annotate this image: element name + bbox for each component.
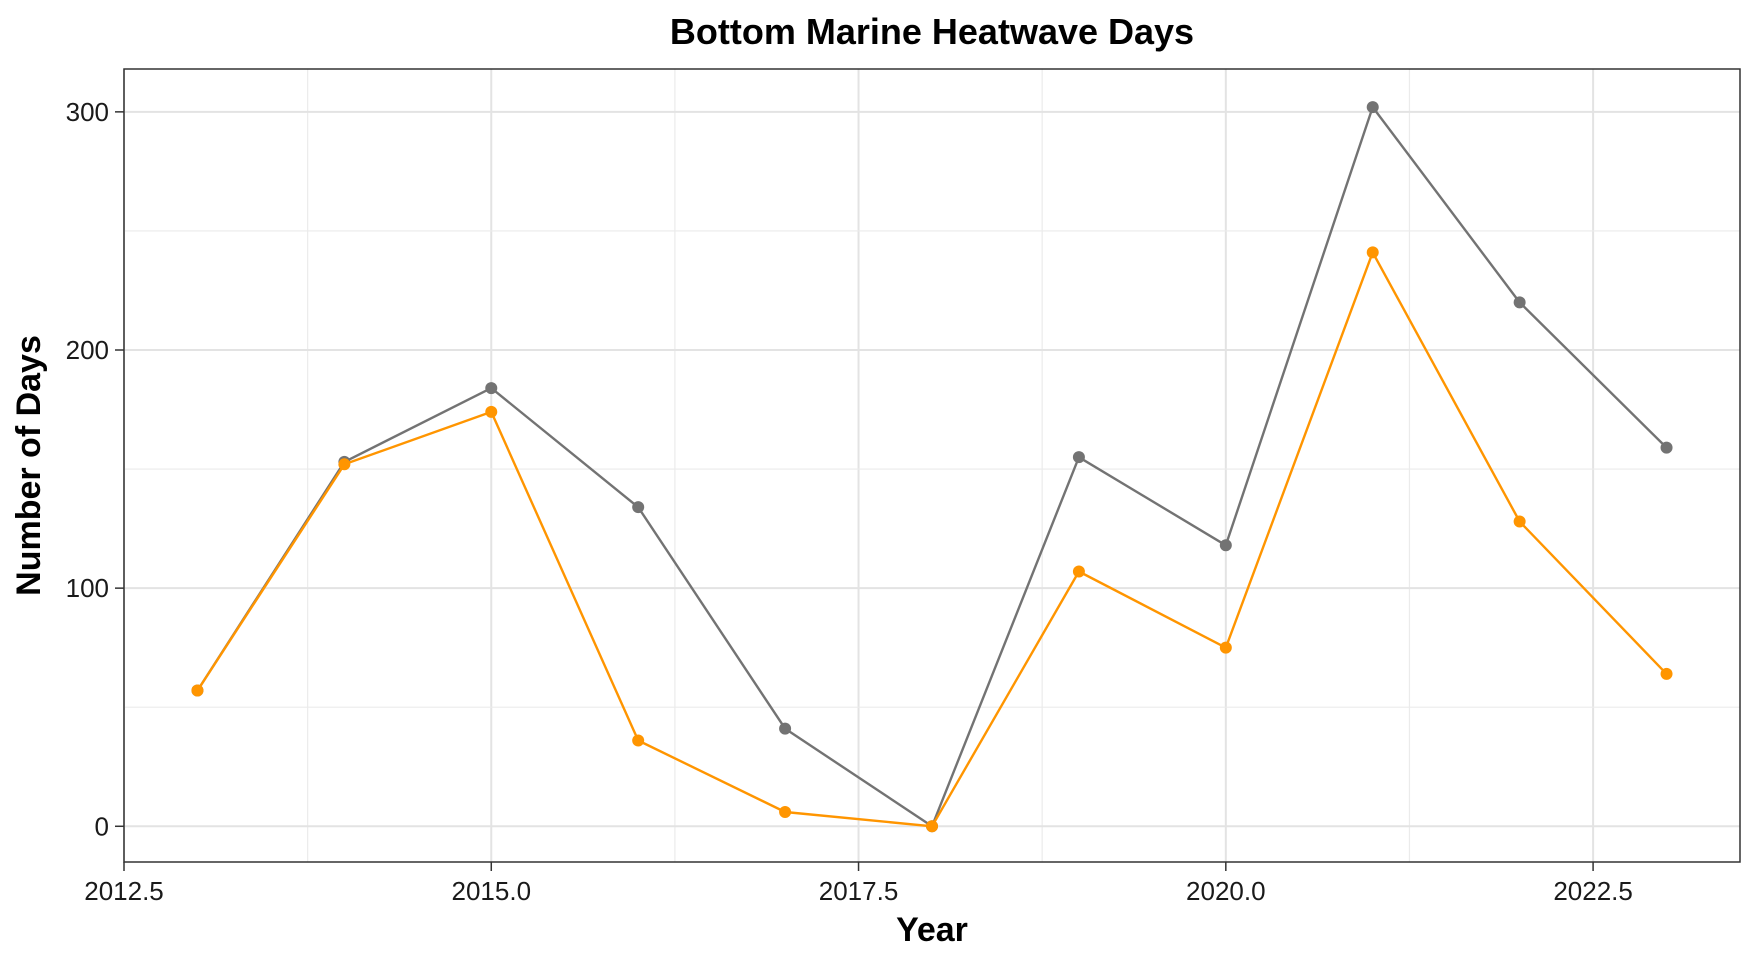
y-axis-title: Number of Days: [10, 335, 48, 596]
y-tick-label: 100: [66, 573, 109, 603]
data-point: [1219, 539, 1232, 552]
x-tick-label: 2022.5: [1553, 876, 1633, 906]
y-tick-label: 300: [66, 97, 109, 127]
y-tick-label: 0: [95, 811, 109, 841]
data-point: [779, 722, 792, 735]
x-tick-label: 2015.0: [452, 876, 532, 906]
data-point: [1513, 515, 1526, 528]
series-2: [191, 246, 1673, 833]
data-point: [1366, 101, 1379, 114]
data-point: [926, 820, 938, 833]
data-point: [338, 458, 351, 471]
data-point: [1366, 246, 1379, 259]
data-point: [779, 805, 792, 818]
data-point: [1513, 296, 1526, 309]
data-point: [485, 382, 498, 395]
plot-border: [123, 68, 1741, 863]
data-point: [1072, 565, 1085, 578]
data-point: [632, 734, 645, 747]
y-tick-label: 200: [66, 335, 109, 365]
chart-title: Bottom Marine Heatwave Days: [670, 11, 1194, 52]
x-tick-label: 2012.5: [84, 876, 164, 906]
x-axis-title: Year: [896, 911, 968, 949]
data-point: [1072, 451, 1085, 464]
data-point: [632, 501, 645, 514]
data-point: [485, 405, 498, 418]
data-point: [1219, 641, 1232, 654]
y-axis: 0 100 200 300: [66, 97, 124, 841]
data-point: [1660, 441, 1673, 454]
x-tick-label: 2020.0: [1186, 876, 1266, 906]
data-point: [1660, 667, 1673, 680]
x-axis: 2012.5 2015.0 2017.5 2020.0 2022.5: [84, 862, 1633, 906]
data-point: [191, 684, 204, 697]
series-layer: [191, 101, 1673, 833]
x-tick-label: 2017.5: [819, 876, 899, 906]
